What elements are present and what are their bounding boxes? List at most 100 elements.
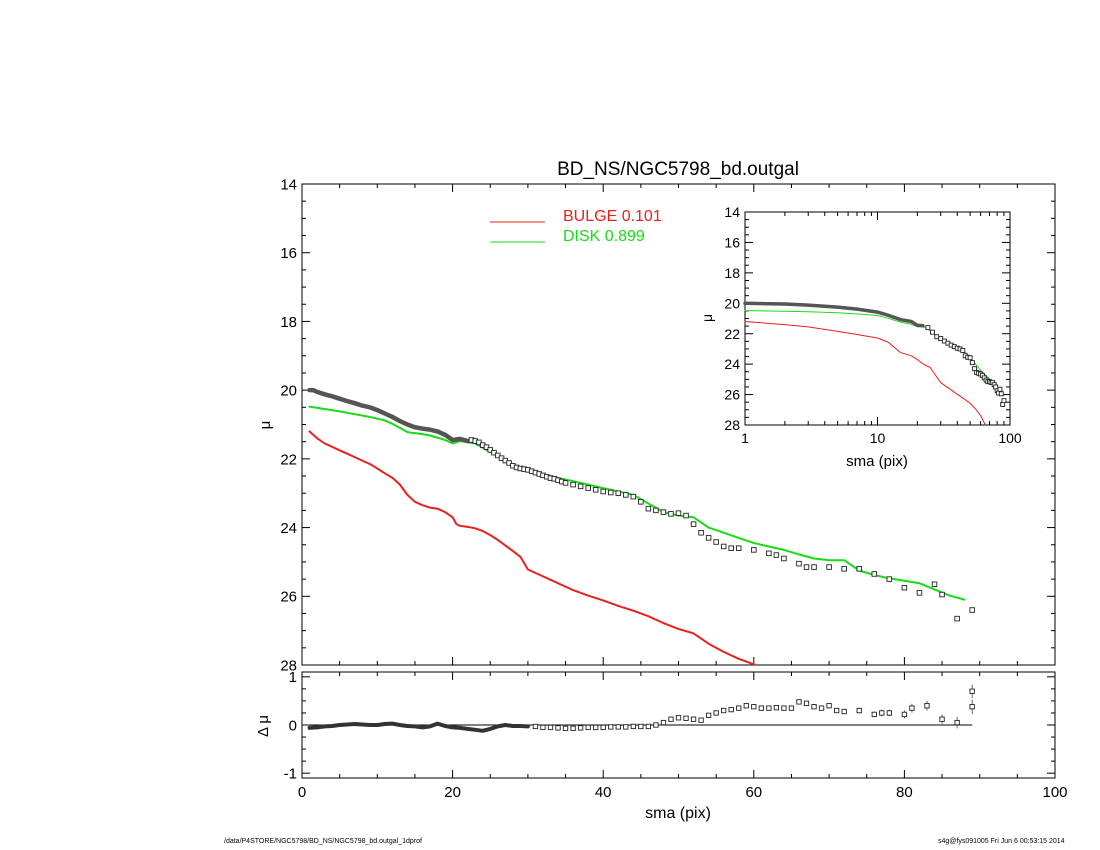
residual-data-point	[939, 716, 945, 722]
main-data-point	[668, 511, 674, 517]
main-data-point	[766, 550, 772, 557]
inset-y-tick-label: 26	[724, 387, 740, 403]
main-data-point	[841, 566, 847, 572]
main-data-point	[592, 487, 599, 493]
residual-data-point	[856, 707, 862, 714]
residual-data-point	[924, 703, 930, 709]
main-data-point	[607, 489, 614, 496]
main-data-point	[577, 483, 584, 490]
main-series-line-0	[308, 430, 755, 666]
main-data-point	[562, 480, 569, 486]
main-data-point	[796, 560, 802, 567]
residual-data-point	[871, 711, 877, 718]
residual-data-point	[781, 705, 787, 711]
main-data-point	[600, 488, 606, 495]
inset-data-point	[969, 360, 975, 366]
inset-y-tick-label: 14	[724, 204, 740, 220]
residual-x-tick-label: 60	[745, 784, 762, 801]
inset-x-tick-label: 10	[870, 430, 886, 446]
footer-left-path: /data/P4STORE/NGC5798/BD_NS/NGC5798_bd.o…	[224, 838, 422, 845]
inset-y-tick-label: 22	[724, 326, 740, 342]
inset-data-point	[934, 334, 940, 340]
main-data-point	[683, 512, 689, 519]
footer-right-stamp: s4g@fys091005 Fri Jun 6 00:53:15 2014	[938, 838, 1065, 845]
residual-y-tick-label: 1	[289, 669, 297, 686]
residual-data-point	[630, 723, 636, 730]
residual-x-tick-label: 80	[896, 784, 913, 801]
residual-data-point	[818, 705, 825, 711]
main-data-point	[660, 509, 667, 515]
residual-data-point	[736, 705, 742, 711]
main-data-point	[886, 576, 893, 582]
main-panel: 14 16 18 20 22 24 26 28 BD_NS/NGC5798_bd.outgal μ…	[257, 159, 1056, 674]
residual-data-point	[909, 705, 915, 711]
residual-data-point	[796, 699, 802, 705]
residual-data-point	[833, 707, 840, 714]
inset-x-tick-label: 1	[741, 430, 749, 446]
inset-series-line-0	[744, 321, 986, 426]
inset-x-tick-label: 100	[998, 430, 1022, 446]
inset-y-tick-label: 20	[724, 295, 740, 311]
residual-x-tick-label: 40	[595, 784, 612, 801]
residual-data-point	[751, 704, 757, 710]
residual-data-point	[668, 716, 674, 722]
main-data-point	[901, 584, 908, 591]
residual-data-point	[811, 704, 817, 710]
main-data-point	[969, 607, 975, 613]
main-series-line-1	[308, 405, 966, 601]
main-data-point	[690, 521, 697, 527]
residual-y-tick-label: -1	[284, 766, 297, 783]
main-data-point	[856, 566, 862, 572]
main-data-point	[871, 571, 878, 577]
residual-data-point	[547, 724, 554, 731]
inset-y-axis-label: μ	[699, 314, 715, 322]
main-data-point	[781, 555, 787, 562]
inset-data-point	[1001, 398, 1007, 404]
main-data-point	[675, 510, 682, 516]
main-y-axis-label: μ	[257, 421, 274, 430]
main-data-point	[698, 529, 704, 536]
main-data-point	[585, 485, 591, 491]
residual-data-point	[698, 717, 704, 723]
main-data-point	[570, 481, 576, 488]
residual-data-point	[638, 723, 644, 730]
residual-data-point	[645, 723, 652, 730]
inset-y-tick-label: 16	[724, 234, 740, 250]
residual-series-line-0	[307, 721, 530, 733]
main-data-point	[735, 545, 742, 551]
main-y-tick-label: 14	[280, 176, 297, 193]
inset-x-axis-label: sma (pix)	[846, 453, 908, 470]
residual-data-point	[758, 705, 764, 711]
residual-data-point	[660, 719, 667, 726]
residual-data-point	[728, 706, 734, 713]
residual-data-point	[841, 708, 847, 715]
main-data-point	[638, 499, 644, 505]
residual-data-point	[623, 724, 629, 730]
residual-data-point	[675, 715, 682, 721]
residual-data-point	[766, 705, 772, 711]
residual-x-tick-label: 100	[1042, 784, 1067, 801]
residual-data-point	[585, 724, 591, 731]
main-y-tick-label: 20	[280, 383, 297, 400]
residual-data-point	[690, 716, 697, 722]
main-data-point	[916, 590, 923, 596]
inset-y-tick-label: 28	[724, 417, 740, 433]
residual-data-point	[721, 707, 727, 714]
inset-data-point	[967, 355, 973, 361]
inset-data-point	[930, 329, 935, 335]
inset-background	[745, 212, 1010, 425]
inset-y-tick-label: 24	[724, 356, 740, 372]
main-data-point	[939, 591, 945, 598]
residual-data-point	[593, 724, 599, 731]
residual-x-tick-label: 20	[444, 784, 461, 801]
inset-data-point	[960, 348, 966, 353]
residual-data-point	[577, 725, 584, 731]
residual-data-point	[683, 715, 689, 721]
legend-label-0: BULGE 0.101	[563, 208, 662, 225]
residual-data-point	[540, 724, 546, 731]
inset-data-point	[925, 325, 931, 331]
main-data-point	[713, 539, 719, 545]
inset-panel: 1 10 100 14 16 18 20 22 24 26 28 sma (pix) μ	[699, 204, 1022, 470]
main-data-point	[630, 493, 637, 500]
